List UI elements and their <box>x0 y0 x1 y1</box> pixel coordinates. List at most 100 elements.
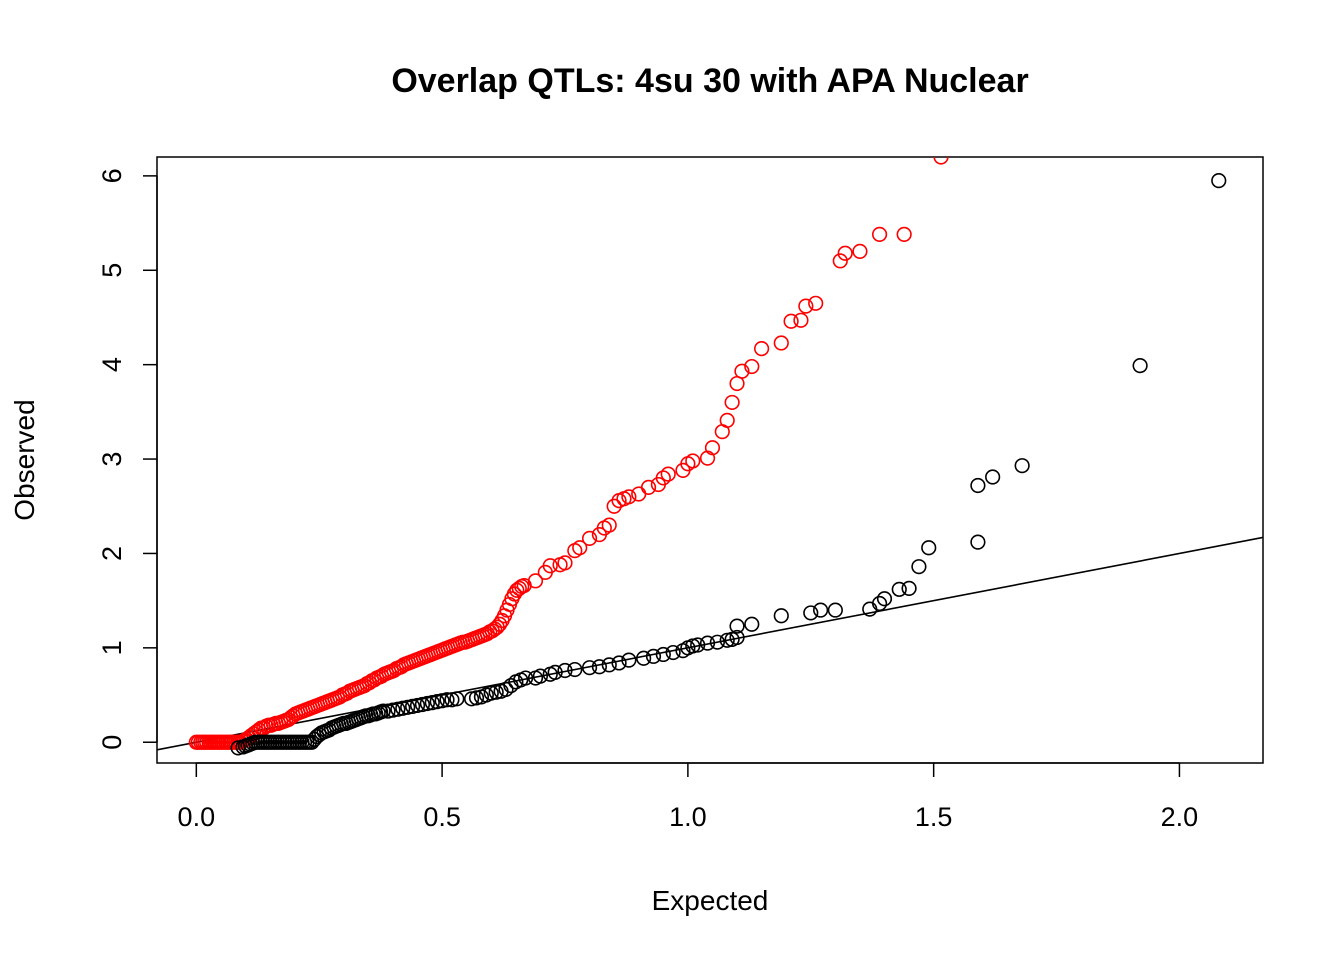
data-point <box>390 701 406 717</box>
data-point <box>773 608 789 624</box>
x-tick-label: 0.5 <box>423 802 461 832</box>
data-point <box>547 664 563 680</box>
y-tick-label: 0 <box>97 735 127 750</box>
data-point <box>876 591 893 607</box>
data-point <box>734 363 750 379</box>
data-point <box>744 358 760 375</box>
x-tick-label: 1.0 <box>669 802 707 832</box>
x-tick-label: 0.0 <box>178 802 216 832</box>
data-point <box>832 253 848 269</box>
data-point <box>871 595 888 612</box>
data-point <box>518 670 534 686</box>
data-point <box>424 694 440 711</box>
data-point <box>395 700 411 716</box>
data-point <box>601 657 617 673</box>
data-point <box>729 618 745 634</box>
y-tick-label: 4 <box>97 357 127 372</box>
data-point <box>645 648 662 664</box>
series-1 <box>188 157 949 750</box>
data-point <box>793 312 809 328</box>
data-point <box>773 335 789 351</box>
data-point <box>591 659 608 675</box>
data-point <box>419 695 435 712</box>
x-tick-label: 1.5 <box>915 802 953 832</box>
data-point <box>483 685 499 701</box>
data-point <box>803 605 819 621</box>
data-point <box>901 580 917 596</box>
data-point <box>719 412 735 428</box>
data-point <box>405 698 421 714</box>
data-point <box>798 298 814 314</box>
y-tick-label: 1 <box>97 640 127 655</box>
data-point <box>729 629 745 646</box>
data-point <box>744 616 760 632</box>
plot-data <box>157 157 1263 756</box>
data-point <box>665 644 681 661</box>
data-point <box>567 661 583 678</box>
data-point <box>685 453 701 469</box>
data-point <box>1014 458 1030 474</box>
data-point <box>581 530 598 546</box>
series-2 <box>230 172 1227 756</box>
data-point <box>719 632 735 648</box>
plot-area: 0.0 0.5 1.0 1.5 2.0 0 1 2 3 4 5 6 <box>97 156 1264 832</box>
data-point <box>1211 172 1227 189</box>
data-point <box>498 681 514 697</box>
x-axis-label: Expected <box>652 885 769 916</box>
data-point <box>463 691 480 707</box>
data-point <box>621 652 637 668</box>
data-point <box>572 540 588 556</box>
data-point <box>434 693 450 709</box>
data-point <box>488 684 504 700</box>
data-point <box>631 486 647 502</box>
data-point <box>542 558 558 574</box>
y-tick-label: 5 <box>97 263 127 278</box>
data-point <box>655 470 671 486</box>
data-point <box>852 243 868 259</box>
data-point <box>492 616 508 632</box>
x-tick-label: 2.0 <box>1161 802 1199 832</box>
data-point <box>439 692 455 708</box>
data-point <box>709 634 725 650</box>
data-point <box>429 694 445 710</box>
data-point <box>400 699 416 715</box>
data-point <box>699 635 716 651</box>
data-point <box>896 226 912 243</box>
data-point <box>655 646 671 663</box>
data-point <box>468 690 485 706</box>
data-point <box>704 440 721 456</box>
data-point <box>911 559 927 575</box>
data-point <box>827 602 843 618</box>
data-point <box>380 703 396 719</box>
data-point <box>837 245 853 261</box>
data-point <box>385 702 401 718</box>
data-point <box>1132 358 1148 374</box>
data-point <box>754 341 770 357</box>
data-point <box>660 466 676 482</box>
data-point <box>933 157 949 165</box>
data-point <box>611 655 627 671</box>
data-point <box>685 638 701 654</box>
data-point <box>808 295 824 311</box>
data-point <box>921 540 937 556</box>
data-point <box>449 691 465 707</box>
y-tick-label: 6 <box>97 168 127 183</box>
data-point <box>970 534 986 550</box>
data-point <box>414 696 431 713</box>
data-point <box>621 489 637 505</box>
data-point <box>527 573 544 589</box>
data-point <box>783 313 799 329</box>
data-point <box>409 697 426 714</box>
data-point <box>985 469 1001 485</box>
data-point <box>970 477 986 494</box>
data-point <box>871 226 888 243</box>
y-axis-label: Observed <box>9 399 40 520</box>
y-tick-label: 2 <box>97 546 127 561</box>
data-point <box>557 662 573 679</box>
data-point <box>601 517 617 533</box>
data-point <box>375 703 391 719</box>
data-point <box>444 692 460 708</box>
data-point <box>862 601 878 617</box>
data-point <box>636 650 652 666</box>
